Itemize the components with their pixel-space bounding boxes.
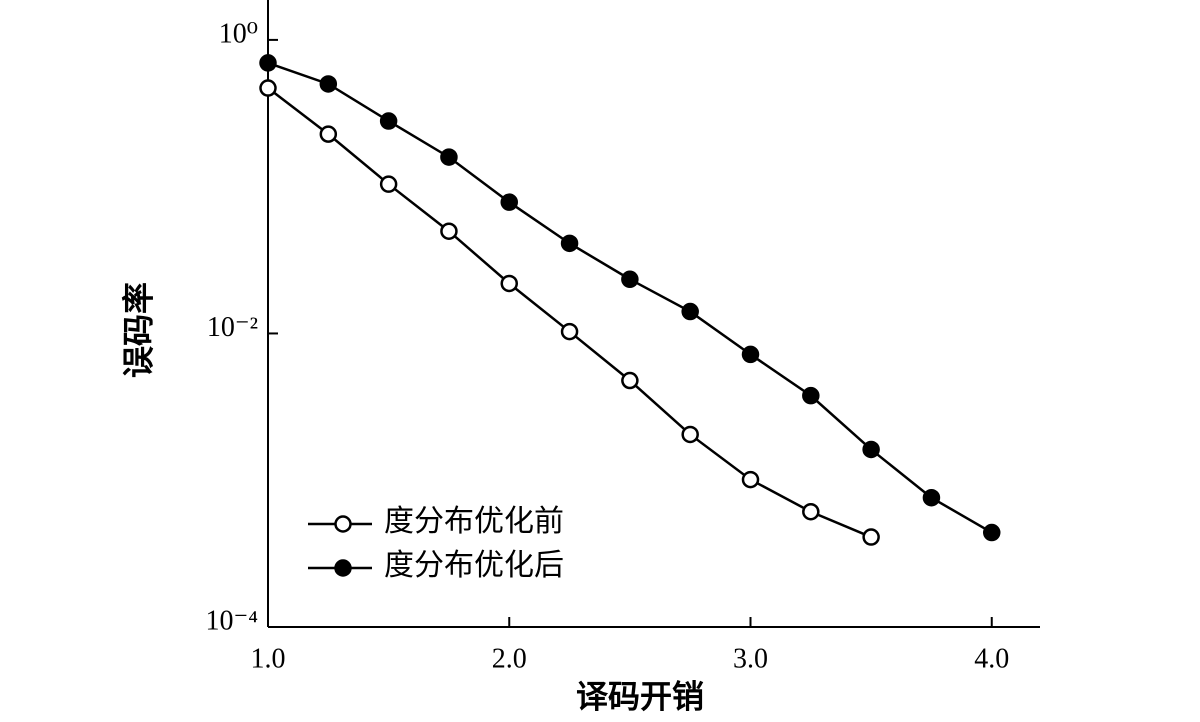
legend-marker (334, 515, 352, 533)
y-axis-label: 误码率 (120, 282, 156, 378)
y-tick-label: 10⁻⁴ (205, 605, 258, 636)
data-point (440, 148, 458, 166)
data-point (500, 274, 518, 293)
data-point (560, 322, 579, 341)
data-point (802, 386, 820, 405)
data-point (862, 440, 880, 459)
data-point (379, 175, 398, 193)
y-tick-label: 10⁻² (207, 312, 258, 343)
data-point (681, 302, 699, 321)
data-point (862, 528, 880, 546)
x-tick-label: 2.0 (492, 643, 527, 674)
data-point (802, 502, 820, 521)
data-point (741, 345, 760, 364)
data-point (621, 270, 639, 289)
data-point (319, 125, 338, 143)
data-point (741, 470, 760, 489)
x-axis-label: 译码开销 (576, 678, 704, 714)
data-point (440, 222, 458, 240)
data-point (681, 425, 699, 444)
data-point (319, 75, 338, 93)
legend-label: 度分布优化后 (384, 549, 564, 582)
data-point (983, 523, 1001, 542)
series-line (267, 61, 993, 534)
data-point (259, 54, 277, 72)
data-point (500, 193, 518, 211)
x-tick-label: 4.0 (974, 643, 1009, 674)
y-tick-label: 10⁰ (219, 18, 258, 49)
series-line (267, 87, 872, 539)
x-tick-label: 3.0 (733, 643, 768, 674)
x-tick-label: 1.0 (251, 643, 286, 674)
legend-marker (334, 559, 352, 577)
data-point (259, 79, 277, 97)
data-point (379, 112, 398, 130)
data-point (621, 371, 639, 390)
data-point (560, 234, 579, 253)
legend-label: 度分布优化前 (384, 505, 564, 538)
data-point (922, 488, 941, 507)
